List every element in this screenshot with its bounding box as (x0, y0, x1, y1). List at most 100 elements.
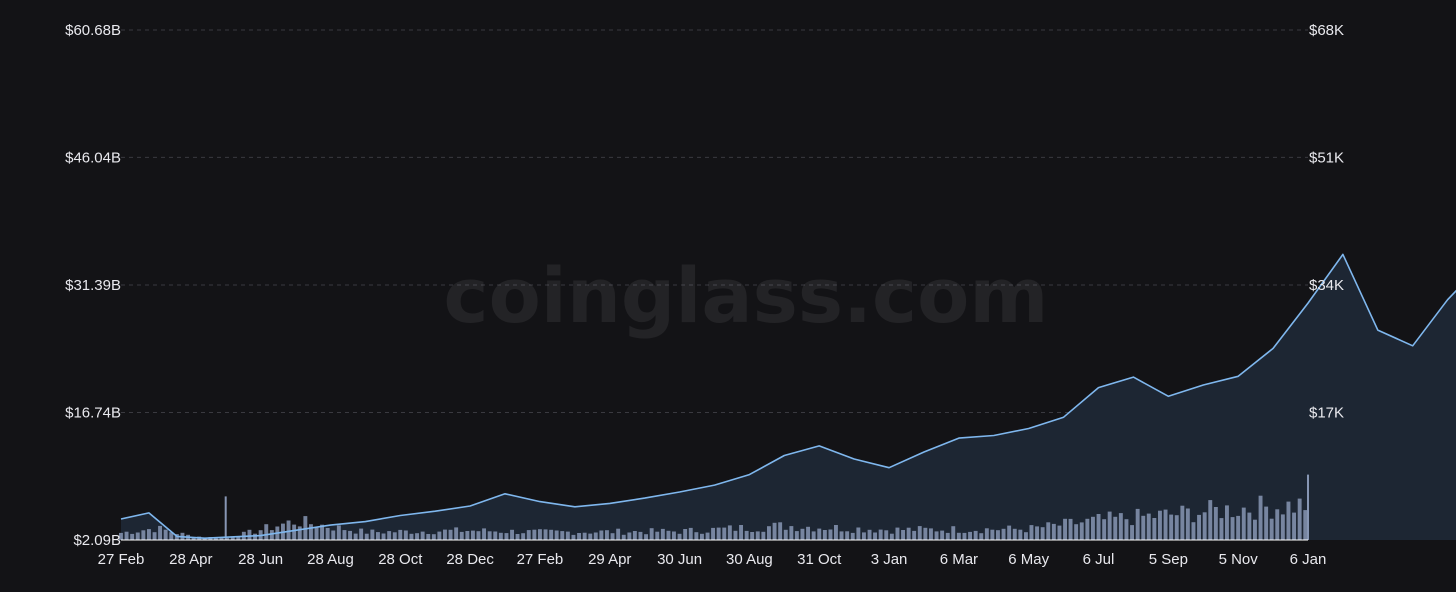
volume-bar (767, 526, 771, 540)
volume-bar (588, 533, 593, 540)
volume-bar (655, 531, 660, 540)
volume-bar (1197, 514, 1202, 540)
volume-bar (247, 529, 252, 540)
x-tick-label: 6 Jan (1290, 551, 1327, 568)
volume-bar (610, 533, 615, 540)
volume-bar (901, 530, 906, 540)
volume-bar (392, 532, 397, 540)
left-tick-label: $46.04B (65, 149, 121, 166)
volume-bar (359, 528, 364, 540)
volume-bar (130, 533, 135, 540)
volume-bar (917, 526, 922, 540)
volume-bar (962, 532, 967, 540)
volume-bar (1191, 522, 1196, 540)
grid-lines (121, 29, 1308, 413)
volume-bar (923, 527, 928, 540)
volume-bar (817, 528, 822, 540)
volume-bar (510, 529, 515, 540)
volume-bar (459, 531, 464, 540)
volume-bar (437, 531, 442, 540)
volume-bar (1169, 514, 1174, 540)
volume-bar (336, 525, 341, 540)
x-tick-label: 29 Apr (588, 551, 631, 568)
volume-bar (632, 531, 637, 540)
volume-bar (549, 529, 554, 540)
volume-bar (722, 527, 727, 540)
volume-bar (912, 530, 917, 540)
x-tick-label: 28 Oct (378, 551, 423, 568)
x-tick-label: 30 Aug (726, 551, 773, 568)
volume-bar (688, 527, 693, 540)
volume-bar (286, 520, 291, 540)
volume-bar (1091, 516, 1095, 540)
volume-bar (119, 532, 123, 540)
volume-bar (862, 532, 866, 540)
volume-bar (376, 532, 380, 540)
volume-bar (677, 533, 682, 540)
volume-bar (739, 525, 744, 540)
volume-bar (906, 527, 911, 540)
volume-bar (269, 530, 274, 540)
volume-bar (498, 532, 503, 540)
volume-bar (599, 530, 604, 540)
volume-bar (431, 534, 436, 540)
volume-bar (426, 534, 431, 540)
volume-bar (1297, 498, 1302, 540)
volume-bar (1074, 524, 1079, 540)
volume-bar (504, 533, 509, 540)
x-tick-label: 6 Mar (940, 551, 978, 568)
volume-bar (1118, 513, 1123, 540)
volume-bar (1068, 518, 1073, 540)
volume-bar (1051, 523, 1056, 540)
volume-bar (1141, 515, 1146, 540)
volume-bar (889, 533, 894, 540)
volume-bar (214, 538, 218, 540)
volume-bar (225, 538, 230, 540)
volume-bar (828, 529, 833, 540)
volume-bar (845, 531, 850, 540)
volume-bar (979, 533, 984, 540)
volume-bar (471, 530, 475, 540)
volume-bar (1219, 518, 1224, 540)
volume-bar (264, 524, 269, 540)
volume-bar (856, 527, 861, 540)
volume-spike (1307, 474, 1309, 540)
volume-bar (996, 530, 1000, 540)
volume-bar (532, 529, 537, 540)
x-tick-label: 3 Jan (871, 551, 908, 568)
volume-bar (230, 537, 235, 540)
volume-bar (381, 533, 386, 540)
value-series-line[interactable] (120, 39, 1456, 539)
volume-bar (968, 531, 973, 540)
volume-bar (364, 533, 369, 540)
volume-bar (1247, 512, 1252, 540)
volume-bar (1202, 512, 1207, 540)
volume-bar (627, 532, 632, 540)
volume-bar (683, 529, 688, 540)
volume-bar (398, 529, 403, 540)
right-tick-label: $51K (1309, 150, 1344, 167)
volume-bar (621, 534, 626, 540)
volume-bar (1113, 516, 1118, 540)
left-tick-label: $16.74B (65, 404, 121, 421)
volume-bar (772, 522, 777, 540)
right-axis-ticks: $68K $51K $34K $17K (1309, 22, 1344, 422)
volume-bar (309, 524, 313, 540)
volume-bar (605, 530, 609, 540)
x-tick-label: 28 Aug (307, 551, 354, 568)
volume-bar (839, 531, 844, 540)
volume-bar (1180, 505, 1185, 540)
left-tick-label: $31.39B (65, 277, 121, 294)
left-tick-label: $2.09B (73, 532, 121, 549)
volume-bar (1213, 507, 1218, 540)
volume-bar (236, 536, 241, 540)
volume-bar (806, 526, 811, 540)
volume-bar (1275, 509, 1280, 540)
volume-bar (403, 530, 408, 540)
volume-bar (789, 526, 794, 540)
volume-bar (1040, 527, 1045, 540)
volume-bar (711, 527, 716, 540)
volume-bar (314, 527, 319, 540)
volume-bar (811, 531, 816, 540)
